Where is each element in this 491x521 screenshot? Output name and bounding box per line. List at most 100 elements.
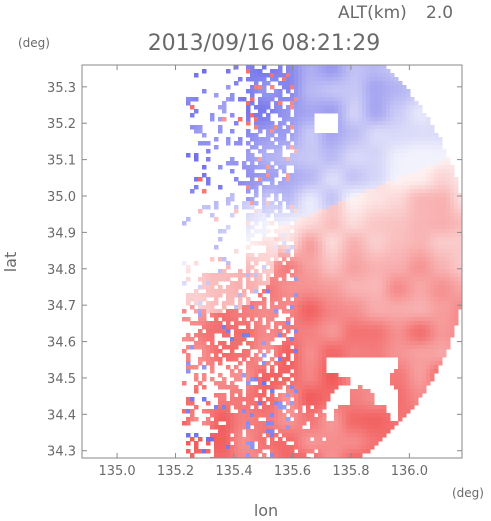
heatmap-cell xyxy=(318,233,323,238)
heatmap-cell xyxy=(366,273,371,278)
heatmap-cell xyxy=(210,377,215,382)
heatmap-cell xyxy=(426,153,431,158)
heatmap-cell xyxy=(270,445,275,450)
heatmap-cell xyxy=(446,269,451,274)
heatmap-cell xyxy=(338,341,343,346)
heatmap-cell xyxy=(186,421,191,426)
heatmap-cell xyxy=(262,141,267,146)
heatmap-cell xyxy=(338,169,343,174)
heatmap-cell xyxy=(450,297,455,302)
heatmap-cell xyxy=(390,97,395,102)
heatmap-cell xyxy=(318,153,323,158)
heatmap-cell xyxy=(314,77,319,82)
heatmap-cell xyxy=(262,373,267,378)
heatmap-cell xyxy=(418,253,423,258)
heatmap-cell xyxy=(306,137,311,142)
heatmap-cell xyxy=(394,373,399,378)
heatmap-cell xyxy=(226,317,231,322)
heatmap-cell xyxy=(294,117,299,122)
heatmap-cell xyxy=(298,73,303,78)
heatmap-cell xyxy=(254,273,259,278)
heatmap-cell xyxy=(282,113,287,118)
heatmap-cell xyxy=(350,213,355,218)
heatmap-cell xyxy=(458,273,462,278)
heatmap-cell xyxy=(246,117,251,122)
heatmap-cell xyxy=(306,85,311,90)
heatmap-cell xyxy=(190,293,195,298)
heatmap-cell xyxy=(326,197,331,202)
heatmap-cell xyxy=(374,105,379,110)
heatmap-cell xyxy=(262,205,267,210)
heatmap-cell xyxy=(318,77,323,82)
heatmap-cell xyxy=(274,421,279,426)
heatmap-cell xyxy=(418,229,423,234)
heatmap-cell xyxy=(230,369,235,374)
heatmap-cell xyxy=(334,285,339,290)
heatmap-cell xyxy=(422,233,427,238)
heatmap-cell xyxy=(358,97,363,102)
heatmap-cell xyxy=(378,141,383,146)
heatmap-cell xyxy=(310,173,315,178)
heatmap-cell xyxy=(226,301,231,306)
heatmap-cell xyxy=(250,361,255,366)
heatmap-cell xyxy=(346,441,351,446)
heatmap-cell xyxy=(342,261,347,266)
heatmap-cell xyxy=(242,425,247,430)
heatmap-cell xyxy=(250,289,255,294)
heatmap-cell xyxy=(398,177,403,182)
heatmap-cell xyxy=(346,273,351,278)
heatmap-cell xyxy=(286,221,291,226)
heatmap-cell xyxy=(394,117,399,122)
heatmap-cell xyxy=(266,425,271,430)
heatmap-cell xyxy=(270,141,275,146)
heatmap-cell xyxy=(354,349,359,354)
heatmap-cell xyxy=(290,153,295,158)
heatmap-cell xyxy=(358,301,363,306)
heatmap-cell xyxy=(398,293,403,298)
heatmap-cell xyxy=(406,197,411,202)
heatmap-cell xyxy=(398,233,403,238)
heatmap-cell xyxy=(438,213,443,218)
heatmap-cell xyxy=(422,213,427,218)
heatmap-cell xyxy=(434,309,439,314)
heatmap-cell xyxy=(418,233,423,238)
heatmap-cell xyxy=(350,277,355,282)
heatmap-cell xyxy=(362,253,367,258)
heatmap-cell xyxy=(426,249,431,254)
heatmap-cell xyxy=(402,357,407,362)
heatmap-cell xyxy=(298,133,303,138)
heatmap-cell xyxy=(266,433,271,438)
heatmap-cell xyxy=(438,317,443,322)
heatmap-cell xyxy=(346,261,351,266)
heatmap-cell xyxy=(298,309,303,314)
heatmap-cell xyxy=(206,157,211,162)
heatmap-cell xyxy=(418,169,423,174)
heatmap-cell xyxy=(266,397,271,402)
heatmap-cell xyxy=(410,97,415,102)
heatmap-cell xyxy=(454,281,459,286)
heatmap-cell xyxy=(278,305,283,310)
heatmap-cell xyxy=(406,213,411,218)
heatmap-cell xyxy=(334,265,339,270)
heatmap-cell xyxy=(366,277,371,282)
heatmap-cell xyxy=(274,353,279,358)
heatmap-cell xyxy=(298,273,303,278)
heatmap-cell xyxy=(290,433,295,438)
heatmap-cell xyxy=(206,181,211,186)
heatmap-cell xyxy=(334,337,339,342)
heatmap-cell xyxy=(382,189,387,194)
heatmap-cell xyxy=(374,353,379,358)
heatmap-cell xyxy=(182,337,187,342)
heatmap-cell xyxy=(430,321,435,326)
heatmap-cell xyxy=(362,305,367,310)
heatmap-cell xyxy=(442,301,447,306)
heatmap-cell xyxy=(246,169,251,174)
heatmap-cell xyxy=(342,381,347,386)
heatmap-cell xyxy=(414,389,419,394)
heatmap-cell xyxy=(258,165,263,170)
heatmap-cell xyxy=(246,233,251,238)
heatmap-cell xyxy=(422,241,427,246)
heatmap-cell xyxy=(390,233,395,238)
heatmap-cell xyxy=(286,205,291,210)
heatmap-cell xyxy=(378,213,383,218)
